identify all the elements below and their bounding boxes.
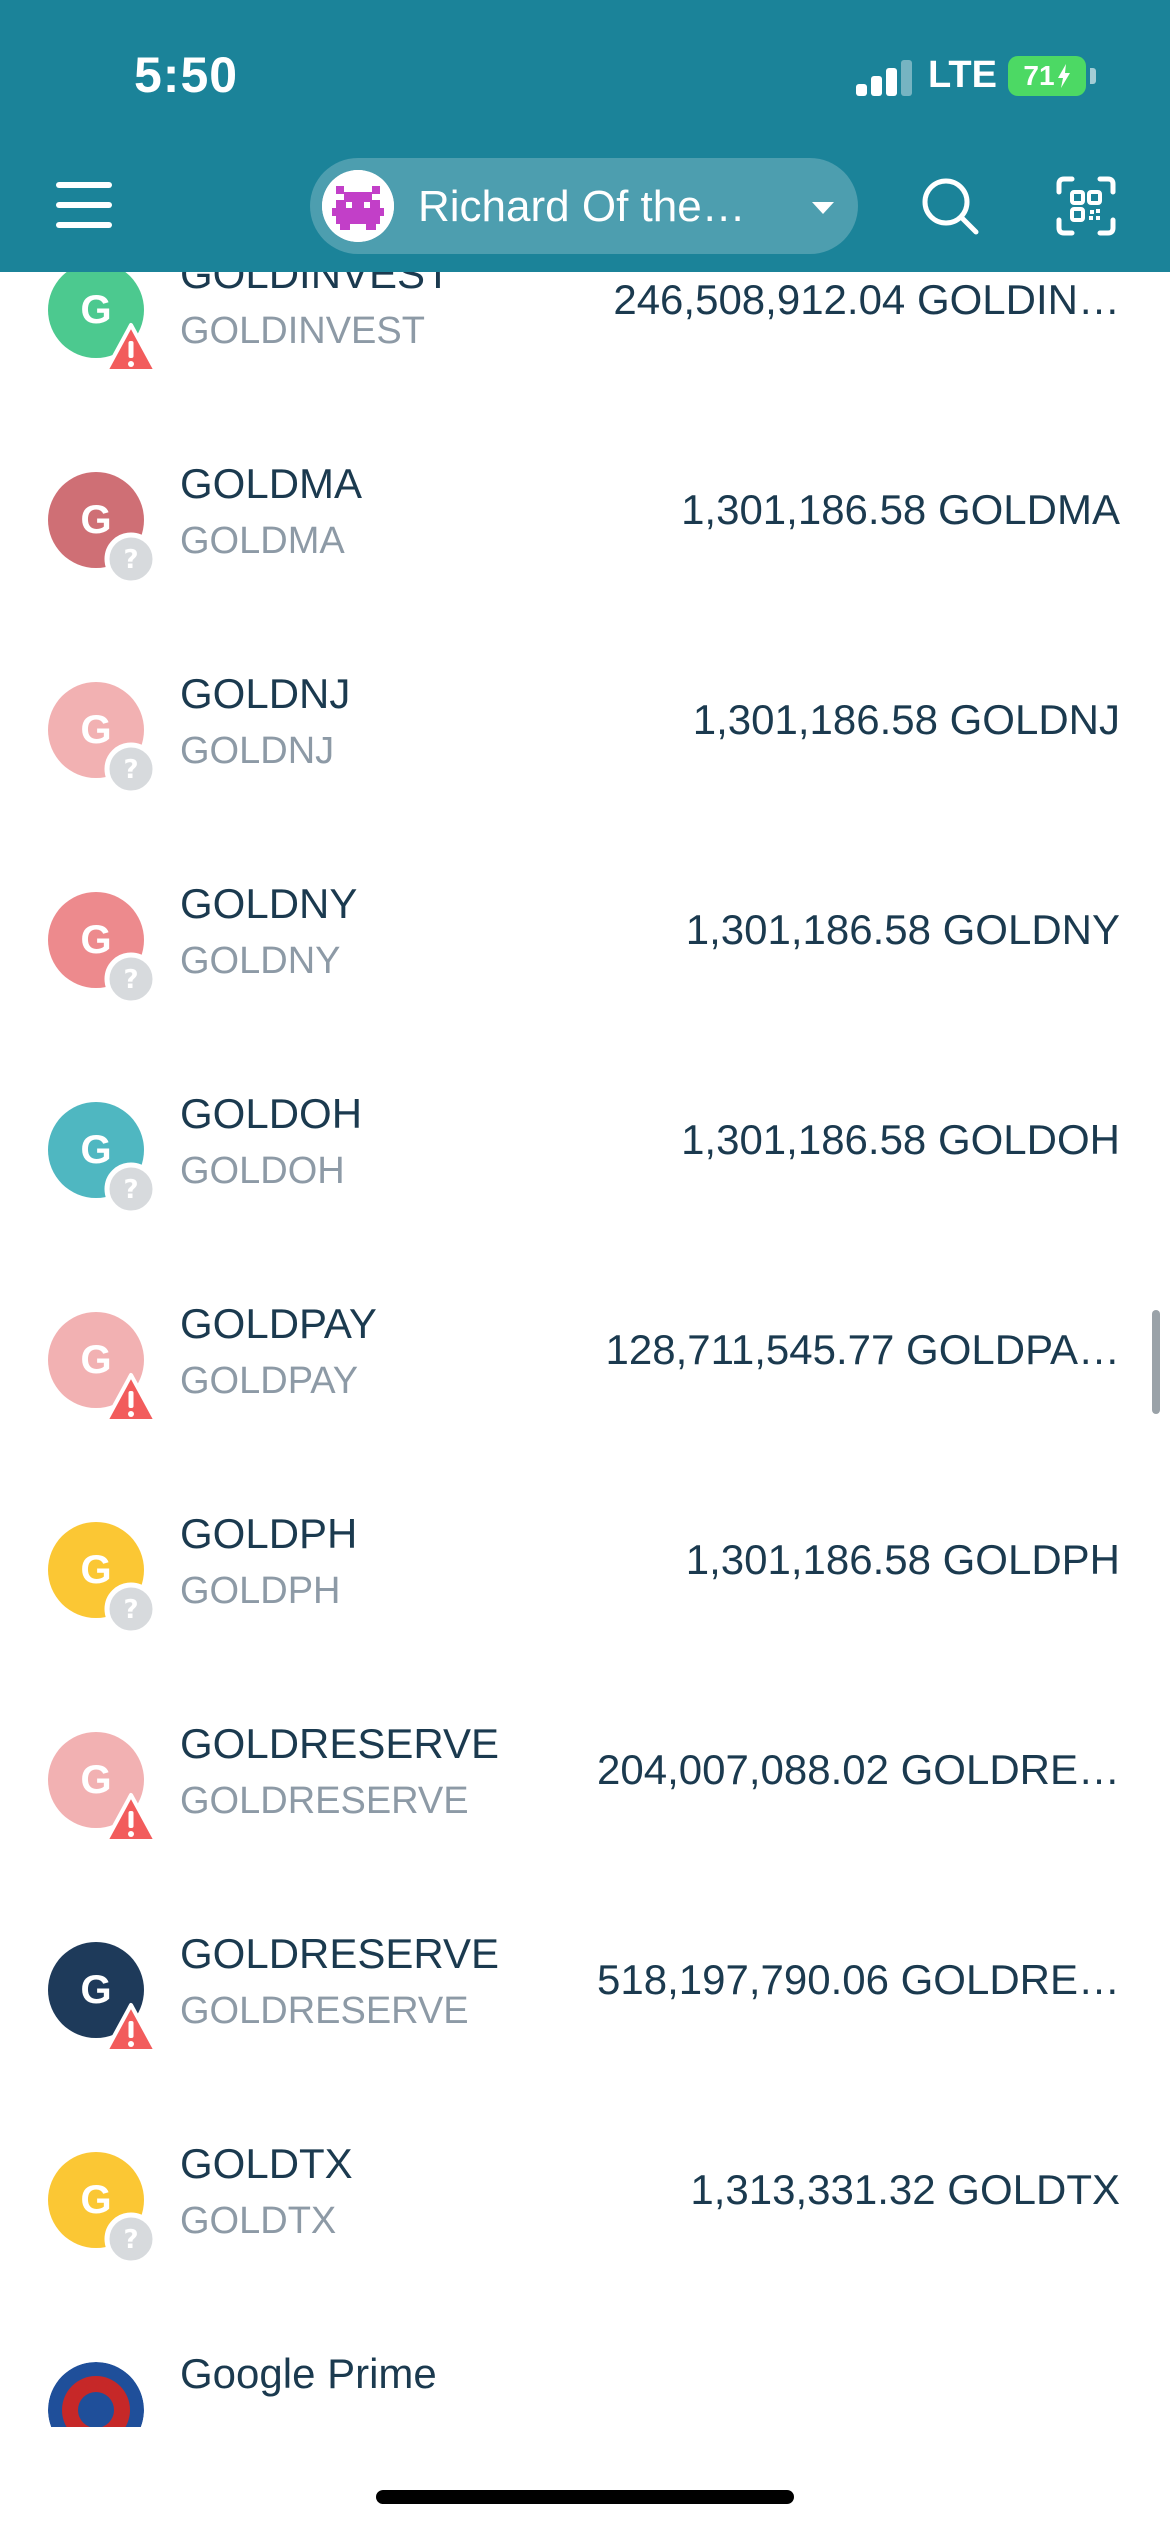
- token-list[interactable]: G GOLDINVEST GOLDINVEST 246,508,912.04 GOLD…: [0, 272, 1170, 2427]
- token-balance: 1,301,186.58 GOLDOH: [681, 1116, 1120, 1163]
- network-type: LTE: [928, 54, 997, 96]
- token-name: GOLDINVEST: [180, 272, 451, 297]
- battery-tip: [1090, 68, 1096, 84]
- token-symbol: GOLDNJ: [180, 730, 335, 772]
- token-name: GOLDNJ: [180, 670, 351, 717]
- token-letter: G: [80, 917, 112, 962]
- scrollbar[interactable]: [1152, 1310, 1160, 1414]
- token-symbol: GOLDMA: [180, 520, 345, 562]
- account-selector[interactable]: Richard Of the…: [310, 158, 858, 254]
- chevron-down-icon: [812, 202, 834, 214]
- question-mark-icon: ?: [104, 2212, 158, 2266]
- charging-bolt-icon: [1057, 64, 1070, 88]
- token-name: GOLDMA: [180, 460, 363, 507]
- token-letter: G: [80, 2177, 112, 2222]
- scan-qr-button[interactable]: [1056, 176, 1116, 236]
- token-letter: G: [80, 497, 112, 542]
- search-icon: [922, 178, 979, 235]
- account-name: Richard Of the…: [418, 182, 746, 231]
- token-letter: G: [80, 1547, 112, 1592]
- token-name: GOLDRESERVE: [180, 1720, 499, 1767]
- menu-button[interactable]: [56, 180, 112, 230]
- token-letter: G: [80, 287, 112, 332]
- search-button[interactable]: [920, 176, 980, 236]
- token-letter: G: [80, 707, 112, 752]
- token-row[interactable]: G? GOLDNY GOLDNY 1,301,186.58 GOLDNY: [0, 834, 1170, 1044]
- warning-icon: [104, 2003, 158, 2053]
- token-name: GOLDTX: [180, 2140, 353, 2187]
- warning-icon: [104, 1373, 158, 1423]
- battery-level: 71: [1023, 60, 1055, 91]
- token-balance: 128,711,545.77 GOLDPA…: [605, 1326, 1120, 1373]
- token-row[interactable]: G GOLDRESERVE GOLDRESERVE 518,197,790.06 GO…: [0, 1884, 1170, 2094]
- scan-qr-icon: [1056, 176, 1116, 236]
- battery-icon: 71: [1008, 56, 1086, 96]
- question-mark-icon: ?: [104, 1162, 158, 1216]
- token-row[interactable]: G GOLDPAY GOLDPAY 128,711,545.77 GOLDPA…: [0, 1254, 1170, 1464]
- token-balance: 1,301,186.58 GOLDNJ: [692, 696, 1120, 743]
- token-balance: 1,301,186.58 GOLDMA: [681, 486, 1120, 533]
- token-name: GOLDOH: [180, 1090, 363, 1137]
- svg-text:?: ?: [123, 545, 138, 575]
- token-symbol: GOLDPH: [180, 1570, 341, 1612]
- token-letter: G: [80, 1127, 112, 1172]
- token-balance: 1,301,186.58 GOLDNY: [685, 906, 1120, 953]
- token-symbol: GOLDTX: [180, 2200, 337, 2242]
- svg-text:?: ?: [123, 755, 138, 785]
- home-indicator[interactable]: [376, 2490, 794, 2504]
- token-row[interactable]: G? GOLDOH GOLDOH 1,301,186.58 GOLDOH: [0, 1044, 1170, 1254]
- menu-icon: [56, 182, 112, 188]
- token-balance: 518,197,790.06 GOLDRE…: [597, 1956, 1120, 2003]
- token-row[interactable]: G? GOLDNJ GOLDNJ 1,301,186.58 GOLDNJ: [0, 624, 1170, 834]
- svg-text:?: ?: [123, 965, 138, 995]
- token-balance: 246,508,912.04 GOLDIN…: [613, 276, 1120, 323]
- token-letter: G: [80, 1757, 112, 1802]
- question-mark-icon: ?: [104, 742, 158, 796]
- token-row[interactable]: G? GOLDTX GOLDTX 1,313,331.32 GOLDTX: [0, 2094, 1170, 2304]
- token-balance: 1,301,186.58 GOLDPH: [685, 1536, 1120, 1583]
- account-avatar: [322, 170, 394, 242]
- token-logo-icon: [48, 2362, 144, 2427]
- token-row[interactable]: G? GOLDPH GOLDPH 1,301,186.58 GOLDPH: [0, 1464, 1170, 1674]
- warning-icon: [104, 1793, 158, 1843]
- token-name: GOLDNY: [180, 880, 358, 927]
- token-symbol: GOLDPAY: [180, 1360, 359, 1402]
- token-symbol: GOLDRESERVE: [180, 1990, 469, 2032]
- app-header: 5:50 LTE 71: [0, 0, 1170, 272]
- token-row[interactable]: G? GOLDMA GOLDMA 1,301,186.58 GOLDMA: [0, 414, 1170, 624]
- token-symbol: GOLDOH: [180, 1150, 345, 1192]
- token-row[interactable]: G GOLDRESERVE GOLDRESERVE 204,007,088.02 GO…: [0, 1674, 1170, 1884]
- token-balance: 204,007,088.02 GOLDRE…: [597, 1746, 1120, 1793]
- status-time: 5:50: [134, 47, 239, 103]
- token-name: Google Prime: [180, 2350, 437, 2397]
- question-mark-icon: ?: [104, 1582, 158, 1636]
- token-balance: 1,313,331.32 GOLDTX: [690, 2166, 1120, 2213]
- cellular-signal-icon: [856, 60, 912, 96]
- question-mark-icon: ?: [104, 532, 158, 586]
- token-row[interactable]: Google Prime: [0, 2304, 1170, 2427]
- svg-text:?: ?: [123, 2225, 138, 2255]
- token-row[interactable]: G GOLDINVEST GOLDINVEST 246,508,912.04 GOLD…: [0, 272, 1170, 414]
- token-symbol: GOLDINVEST: [180, 310, 425, 352]
- warning-icon: [104, 323, 158, 373]
- token-letter: G: [80, 1337, 112, 1382]
- svg-text:?: ?: [123, 1595, 138, 1625]
- token-name: GOLDPAY: [180, 1300, 377, 1347]
- question-mark-icon: ?: [104, 952, 158, 1006]
- token-letter: G: [80, 1967, 112, 2012]
- token-name: GOLDRESERVE: [180, 1930, 499, 1977]
- token-name: GOLDPH: [180, 1510, 358, 1557]
- svg-text:?: ?: [123, 1175, 138, 1205]
- token-symbol: GOLDNY: [180, 940, 341, 982]
- token-symbol: GOLDRESERVE: [180, 1780, 469, 1822]
